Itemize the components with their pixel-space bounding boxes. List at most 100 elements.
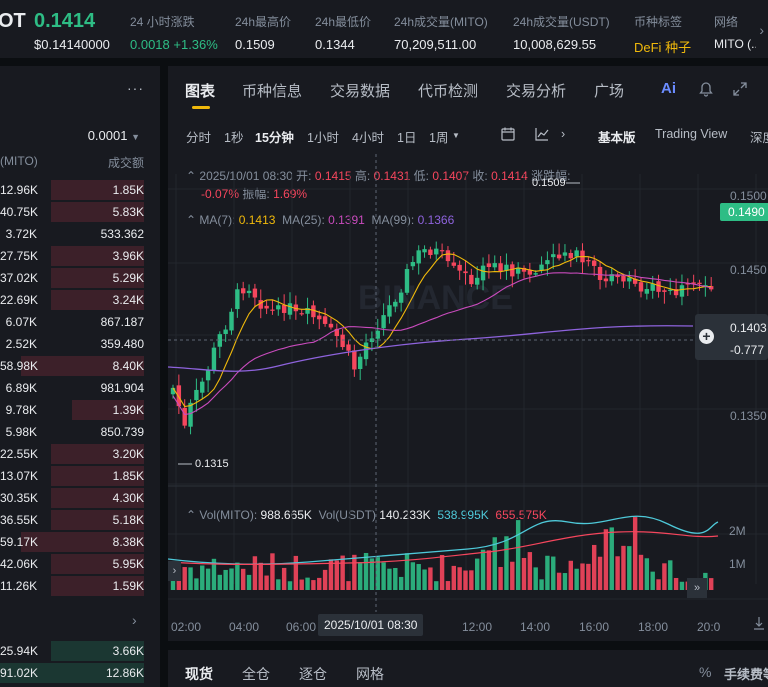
tab-spot[interactable]: 现货 xyxy=(185,666,213,682)
ask-row[interactable]: 42.06K 5.95K xyxy=(0,553,160,575)
ask-amount: 22.69K xyxy=(0,293,39,307)
ask-row[interactable]: 2.52K 359.480 xyxy=(0,333,160,355)
tag-defi[interactable]: DeFi xyxy=(634,40,662,55)
more-options-icon[interactable]: ··· xyxy=(127,80,144,96)
ask-row[interactable]: 37.02K 5.29K xyxy=(0,267,160,289)
indicator-icon[interactable] xyxy=(534,126,550,142)
bid-row[interactable]: 91.02K 12.86K xyxy=(0,662,160,684)
ask-row[interactable]: 22.55K 3.20K xyxy=(0,443,160,465)
interval-time[interactable]: 分时 xyxy=(186,131,212,145)
ask-amount: 22.55K xyxy=(0,447,39,461)
view-basic[interactable]: 基本版 xyxy=(598,131,636,145)
candle xyxy=(451,262,456,266)
ask-row[interactable]: 9.78K 1.39K xyxy=(0,399,160,421)
chevron-right-icon[interactable]: › xyxy=(561,127,566,141)
candle xyxy=(562,252,568,256)
interval-1w[interactable]: 1周 xyxy=(429,131,449,145)
chevron-right-icon[interactable]: › xyxy=(759,22,764,38)
add-alert-icon[interactable]: + xyxy=(699,329,714,344)
ask-row[interactable]: 40.75K 5.83K xyxy=(0,201,160,223)
candle xyxy=(486,263,492,267)
volume-bar xyxy=(679,581,685,590)
fee-link[interactable]: 手续费等 xyxy=(724,667,768,682)
interval-4h[interactable]: 4小时 xyxy=(352,131,384,145)
col-total-header: 成交额 xyxy=(107,156,144,170)
volume-bar xyxy=(551,556,556,590)
ask-row[interactable]: 5.98K 850.739 xyxy=(0,421,160,443)
volume-bar xyxy=(527,552,533,590)
bid-amount: 25.94K xyxy=(0,644,39,658)
ask-row[interactable]: 12.96K 1.85K xyxy=(0,179,160,201)
ask-total: 5.95K xyxy=(112,557,144,571)
chevron-right-icon[interactable]: › xyxy=(132,612,137,628)
ask-row[interactable]: 30.35K 4.30K xyxy=(0,487,160,509)
ask-row[interactable]: 27.75K 3.96K xyxy=(0,245,160,267)
calendar-icon[interactable] xyxy=(500,126,516,142)
ask-row[interactable]: 58.98K 8.40K xyxy=(0,355,160,377)
ask-row[interactable]: 13.07K 1.85K xyxy=(0,465,160,487)
interval-1s[interactable]: 1秒 xyxy=(224,131,244,145)
tab-trade-analysis[interactable]: 交易分析 xyxy=(506,83,567,100)
tag-seed[interactable]: 种子 xyxy=(665,40,692,55)
bell-icon[interactable] xyxy=(698,81,714,97)
ask-row[interactable]: 3.72K 533.362 xyxy=(0,223,160,245)
stat-24h-change: 24 小时涨跌 0.0018 +1.36% xyxy=(130,15,218,52)
percent-icon[interactable]: % xyxy=(699,664,712,680)
tab-trading-data[interactable]: 交易数据 xyxy=(330,83,391,100)
interval-1d[interactable]: 1日 xyxy=(397,131,417,145)
volume-bar xyxy=(504,536,509,590)
candle xyxy=(621,275,626,282)
caret-down-icon[interactable]: ▼ xyxy=(452,131,460,140)
candle xyxy=(235,289,240,310)
candle xyxy=(369,338,375,343)
scroll-end-icon[interactable]: » xyxy=(687,578,707,598)
volume-bar xyxy=(381,562,386,590)
tab-token-info[interactable]: 币种信息 xyxy=(242,83,303,100)
candle xyxy=(691,282,696,284)
bid-row[interactable]: 25.94K 3.66K xyxy=(0,640,160,662)
ask-row[interactable]: 6.07K 867.187 xyxy=(0,311,160,333)
volume-bar xyxy=(627,546,632,590)
vol-axis-label: 2M xyxy=(729,524,746,538)
volume-bar xyxy=(287,581,293,590)
precision-select[interactable]: 0.0001 ▼ xyxy=(87,128,140,143)
ask-total: 981.904 xyxy=(100,381,144,395)
candle xyxy=(393,301,398,307)
candle xyxy=(656,281,661,292)
candle xyxy=(229,311,234,331)
tab-square[interactable]: 广场 xyxy=(594,83,625,100)
view-tradingview[interactable]: Trading View xyxy=(655,127,728,141)
ask-row[interactable]: 36.55K 5.18K xyxy=(0,509,160,531)
high-mark-label: 0.1509 xyxy=(532,177,566,189)
ask-row[interactable]: 6.89K 981.904 xyxy=(0,377,160,399)
tab-chart[interactable]: 图表 xyxy=(185,83,216,100)
volume-bar xyxy=(270,553,275,590)
interval-15m[interactable]: 15分钟 xyxy=(255,131,294,145)
ask-total: 8.38K xyxy=(112,535,144,549)
candle xyxy=(410,262,416,267)
expand-icon[interactable] xyxy=(732,81,748,97)
candle xyxy=(463,271,468,274)
ask-row[interactable]: 22.69K 3.24K xyxy=(0,289,160,311)
tab-isolated[interactable]: 逐仓 xyxy=(299,666,327,682)
volume-bar xyxy=(281,567,287,590)
ask-row[interactable]: 59.17K 8.38K xyxy=(0,531,160,553)
tab-cross[interactable]: 全仓 xyxy=(242,666,270,682)
bid-amount: 91.02K xyxy=(0,666,39,680)
scroll-left-icon[interactable]: › xyxy=(168,561,181,581)
ai-icon[interactable]: Ai xyxy=(661,80,676,97)
interval-1h[interactable]: 1小时 xyxy=(307,131,339,145)
ask-row[interactable]: 11.26K 1.59K xyxy=(0,575,160,597)
candle xyxy=(668,289,673,291)
view-depth[interactable]: 深度 xyxy=(750,131,768,145)
stat-24h-volume-usdt: 24h成交量(USDT) 10,008,629.55 xyxy=(513,15,610,52)
volume-bar xyxy=(556,572,562,590)
last-price: 0.1414 xyxy=(34,10,96,32)
candle xyxy=(504,264,509,271)
volume-bar xyxy=(621,545,626,590)
tab-grid[interactable]: 网格 xyxy=(356,666,384,682)
tab-token-check[interactable]: 代币检测 xyxy=(418,83,479,100)
axis-settings-icon[interactable] xyxy=(752,615,766,631)
ask-amount: 36.55K xyxy=(0,513,39,527)
